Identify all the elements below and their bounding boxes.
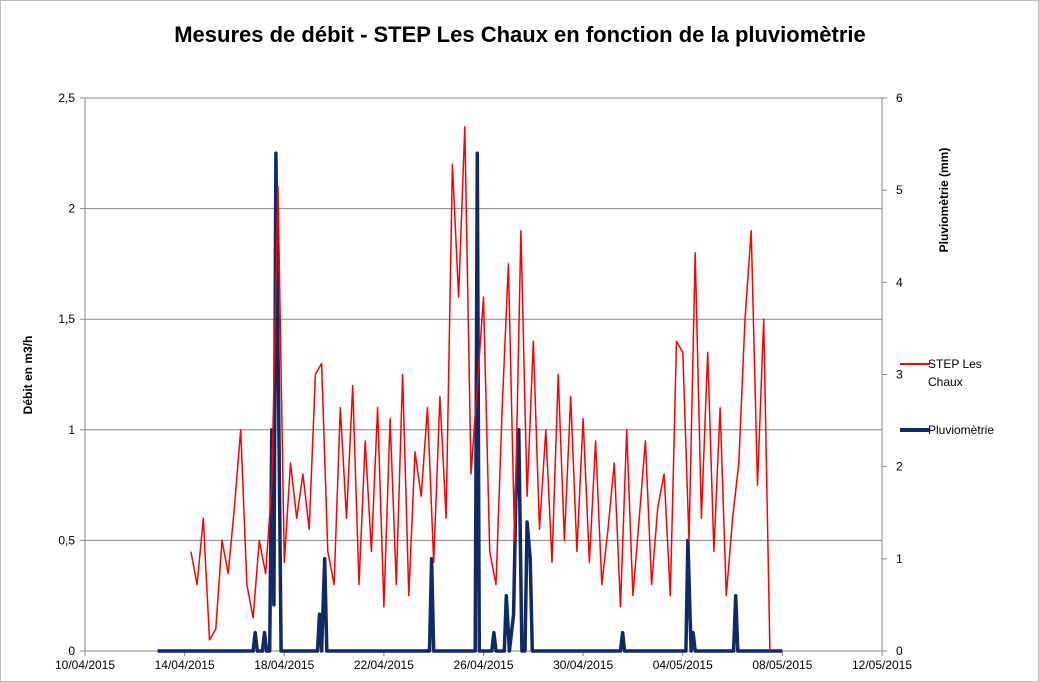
x-tick-label: 22/04/2015 bbox=[354, 658, 414, 672]
x-tick-label: 04/05/2015 bbox=[653, 658, 713, 672]
y-tick-label: 1,5 bbox=[58, 312, 75, 326]
y-tick-label: 0 bbox=[68, 644, 75, 658]
y-tick-label: 2,5 bbox=[58, 91, 75, 105]
legend-item: Pluviomètrie bbox=[900, 421, 995, 439]
legend-text: STEP Les Chaux bbox=[928, 357, 982, 389]
legend-item: STEP Les Chaux bbox=[900, 355, 998, 391]
chart-title: Mesures de débit - STEP Les Chaux en fon… bbox=[174, 22, 866, 47]
y2-tick-label: 2 bbox=[896, 460, 903, 474]
y-tick-label: 2 bbox=[68, 202, 75, 216]
y2-tick-label: 0 bbox=[896, 644, 903, 658]
legend-swatch bbox=[900, 428, 930, 432]
legend-swatch bbox=[900, 363, 930, 365]
y-tick-label: 1 bbox=[68, 423, 75, 437]
y2-tick-label: 3 bbox=[896, 368, 903, 382]
y2-tick-label: 5 bbox=[896, 183, 903, 197]
x-tick-label: 18/04/2015 bbox=[254, 658, 314, 672]
y-tick-label: 0,5 bbox=[58, 533, 75, 547]
y2-tick-label: 6 bbox=[896, 91, 903, 105]
y2-tick-label: 4 bbox=[896, 275, 903, 289]
x-tick-label: 10/04/2015 bbox=[55, 658, 115, 672]
y-axis-label: Débit en m3/h bbox=[21, 336, 35, 415]
x-tick-label: 26/04/2015 bbox=[453, 658, 513, 672]
x-tick-label: 14/04/2015 bbox=[155, 658, 215, 672]
x-tick-label: 30/04/2015 bbox=[553, 658, 613, 672]
legend-text: Pluviomètrie bbox=[928, 423, 995, 437]
y2-tick-label: 1 bbox=[896, 552, 903, 566]
series-line bbox=[190, 126, 771, 652]
x-tick-label: 12/05/2015 bbox=[852, 658, 912, 672]
y2-axis-label: Pluviomètrie (mm) bbox=[937, 148, 951, 253]
x-tick-label: 08/05/2015 bbox=[752, 658, 812, 672]
